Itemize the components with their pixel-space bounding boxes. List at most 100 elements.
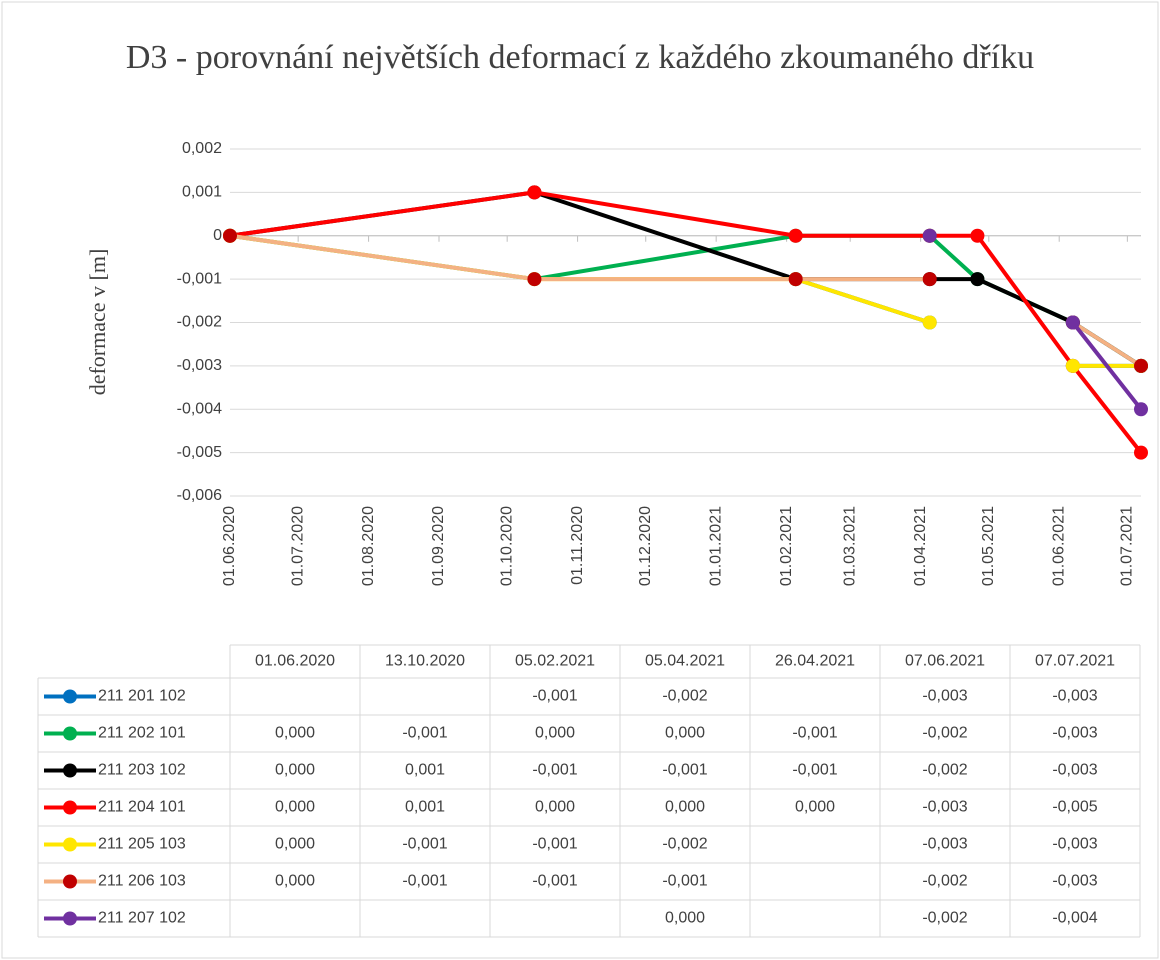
legend-marker [63, 726, 77, 741]
table-cell: 0,000 [275, 799, 315, 816]
table-cell: -0,001 [792, 762, 837, 779]
table-cell: -0,005 [1052, 799, 1097, 816]
x-tick-label: 01.08.2020 [360, 506, 377, 586]
table-cell: 0,001 [405, 799, 445, 816]
table-cell: -0,001 [532, 873, 577, 890]
legend-label: 211 207 102 [98, 910, 186, 927]
x-tick-label: 01.02.2021 [778, 506, 795, 586]
table-cell: -0,003 [922, 836, 967, 853]
x-tick-label: 01.12.2020 [637, 506, 654, 586]
table-cell: -0,003 [922, 799, 967, 816]
table-cell: -0,001 [402, 836, 447, 853]
marker [1134, 358, 1148, 373]
y-tick-label: 0,002 [182, 140, 222, 157]
table-cell: 0,000 [275, 873, 315, 890]
series-line [1071, 321, 1143, 411]
table-cell: -0,002 [922, 762, 967, 779]
x-tick-label: 01.04.2021 [912, 506, 929, 586]
x-tick-label: 01.06.2021 [1050, 506, 1067, 586]
table-cell: -0,002 [922, 910, 967, 927]
marker [1065, 358, 1080, 373]
marker [922, 315, 937, 330]
table-header: 07.07.2021 [1035, 653, 1115, 670]
legend-marker [63, 874, 77, 889]
x-tick-label: 01.03.2021 [841, 506, 858, 586]
table-cell: -0,001 [662, 873, 707, 890]
table-cell: -0,001 [532, 688, 577, 705]
table-cell: -0,001 [532, 836, 577, 853]
table-cell: -0,002 [662, 688, 707, 705]
y-tick-label: -0,002 [177, 314, 222, 331]
table-cell: -0,003 [1052, 688, 1097, 705]
table-header: 07.06.2021 [905, 653, 985, 670]
legend-label: 211 201 102 [98, 688, 186, 705]
legend-marker [63, 837, 77, 852]
legend-label: 211 203 102 [98, 762, 186, 779]
legend-label: 211 202 101 [98, 725, 186, 742]
marker [922, 272, 937, 287]
legend-marker [63, 689, 77, 704]
table-cell: -0,001 [532, 762, 577, 779]
table-cell: 0,000 [795, 799, 835, 816]
table-header: 05.04.2021 [645, 653, 725, 670]
marker [1065, 315, 1080, 330]
y-tick-label: -0,004 [177, 400, 222, 417]
marker [970, 228, 985, 243]
table-cell: -0,001 [662, 762, 707, 779]
x-tick-label: 01.07.2020 [289, 506, 306, 586]
x-tick-label: 01.05.2021 [980, 506, 997, 586]
marker [223, 228, 237, 243]
table-cell: -0,003 [1052, 836, 1097, 853]
marker [1134, 402, 1148, 417]
marker [788, 272, 803, 287]
y-tick-label: -0,005 [177, 444, 222, 461]
table-cell: -0,003 [1052, 762, 1097, 779]
table-cell: 0,000 [535, 725, 575, 742]
legend-marker [63, 800, 77, 815]
x-tick-label: 01.01.2021 [707, 506, 724, 586]
x-tick-label: 01.11.2020 [569, 506, 586, 585]
legend-label: 211 204 101 [98, 799, 186, 816]
table-cell: -0,001 [792, 725, 837, 742]
table-cell: 0,000 [275, 762, 315, 779]
chart-title: D3 - porovnání největších deformací z ka… [125, 39, 1035, 76]
table-cell: -0,002 [922, 873, 967, 890]
x-tick-label: 01.06.2020 [221, 506, 238, 586]
table-cell: -0,001 [402, 873, 447, 890]
table-cell: 0,001 [405, 762, 445, 779]
table-cell: 0,000 [275, 836, 315, 853]
x-tick-label: 01.10.2020 [498, 506, 515, 586]
y-tick-label: -0,001 [177, 270, 222, 287]
marker [970, 272, 985, 287]
marker [527, 272, 542, 287]
marker [527, 185, 542, 200]
table-cell: -0,002 [662, 836, 707, 853]
x-tick-label: 01.09.2020 [430, 506, 447, 586]
table-cell: 0,000 [535, 799, 575, 816]
table-cell: -0,003 [922, 688, 967, 705]
legend-marker [63, 763, 77, 778]
table-cell: -0,003 [1052, 725, 1097, 742]
y-tick-label: -0,006 [177, 487, 222, 504]
y-tick-label: 0 [213, 227, 222, 244]
table-cell: 0,000 [665, 799, 705, 816]
table-cell: 0,000 [275, 725, 315, 742]
marker [788, 228, 803, 243]
table-cell: 0,000 [665, 725, 705, 742]
table-header: 01.06.2020 [255, 653, 335, 670]
marker [922, 228, 937, 243]
legend-marker [63, 911, 77, 926]
y-tick-label: 0,001 [182, 184, 222, 201]
table-header: 13.10.2020 [385, 653, 465, 670]
y-tick-label: -0,003 [177, 357, 222, 374]
series-line [229, 233, 1143, 368]
table-cell: -0,004 [1052, 910, 1097, 927]
legend-label: 211 205 103 [98, 836, 186, 853]
table-cell: -0,002 [922, 725, 967, 742]
table-cell: -0,003 [1052, 873, 1097, 890]
legend-label: 211 206 103 [98, 873, 186, 890]
table-header: 05.02.2021 [515, 653, 595, 670]
x-tick-label: 01.07.2021 [1119, 506, 1136, 586]
